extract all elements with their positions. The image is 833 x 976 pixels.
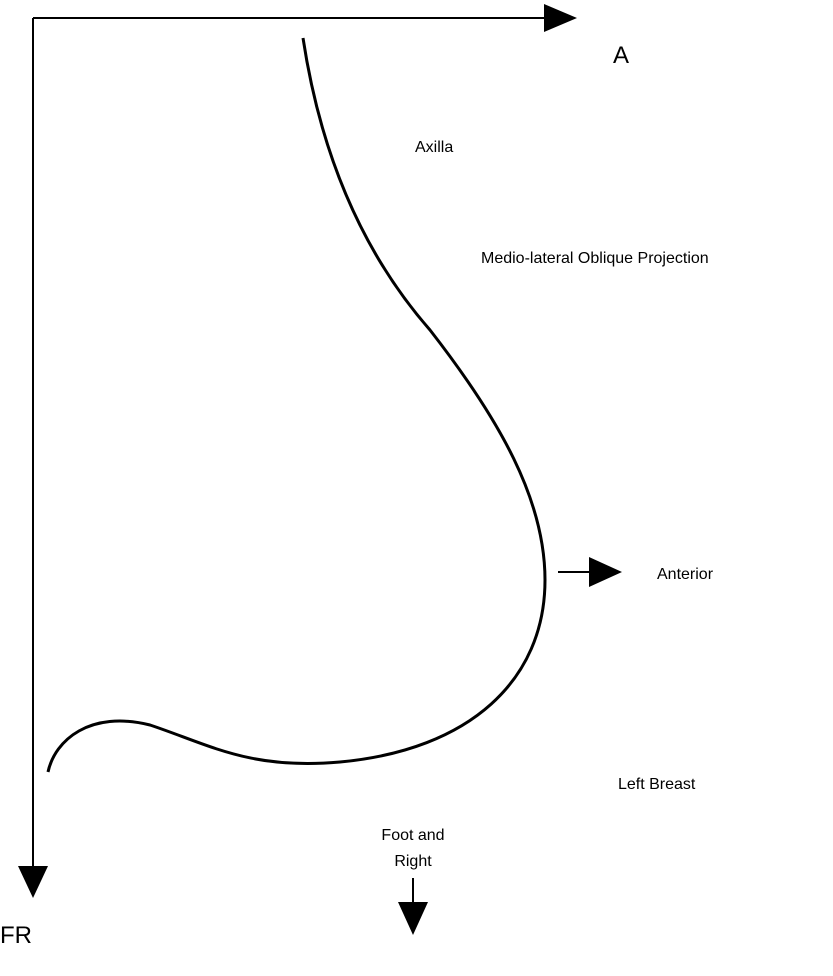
axis-label: FR: [0, 922, 32, 949]
axis-label: A: [613, 42, 629, 69]
label: Foot and: [381, 827, 444, 844]
label: Anterior: [657, 566, 714, 583]
arrowhead: [589, 557, 622, 587]
label: Medio-lateral Oblique Projection: [481, 250, 709, 267]
arrowhead: [544, 4, 577, 32]
label: Right: [394, 853, 432, 870]
arrowhead: [18, 866, 48, 898]
breast-outline: [46, 37, 547, 773]
arrowhead: [398, 902, 428, 935]
label: Left Breast: [618, 776, 696, 793]
label: Axilla: [415, 139, 453, 156]
